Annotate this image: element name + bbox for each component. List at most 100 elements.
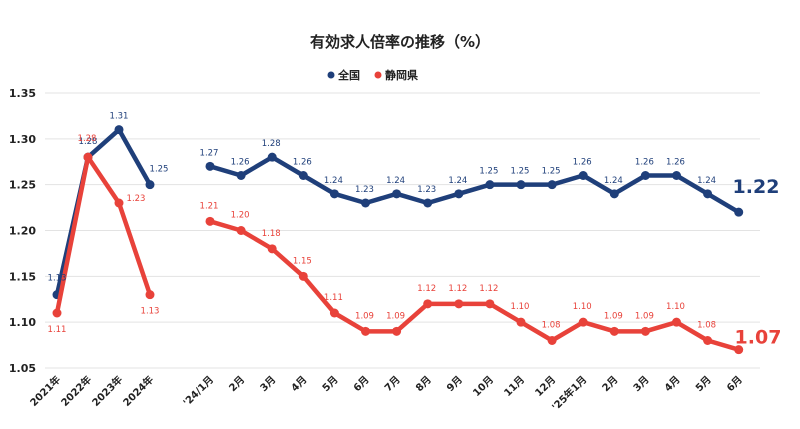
y-axis: 1.05 1.10 1.15 1.20 1.25 1.30 1.35 — [9, 87, 36, 375]
series-line-shizuoka-annual — [54, 154, 153, 316]
data-label: 1.11 — [48, 325, 67, 335]
data-point-national — [703, 189, 713, 199]
x-tick-label: 2024年 — [120, 373, 156, 409]
data-point-national — [485, 180, 495, 190]
data-point-shizuoka — [423, 299, 433, 309]
data-point-national — [236, 171, 246, 180]
end-label-shizuoka: 1.07 — [735, 327, 782, 349]
data-label: 1.26 — [231, 158, 250, 168]
legend: 全国 静岡県 — [327, 68, 418, 82]
x-tick-label: 9月 — [444, 374, 464, 394]
y-tick-label: 1.25 — [9, 179, 36, 192]
data-label: 1.18 — [262, 229, 281, 239]
x-tick-label: 7月 — [382, 374, 402, 394]
x-tick-label: 5月 — [693, 374, 713, 394]
x-tick-label: 8月 — [413, 374, 433, 394]
y-tick-label: 1.35 — [9, 87, 36, 100]
data-label: 1.08 — [542, 321, 561, 331]
data-label: 1.27 — [200, 148, 219, 158]
x-tick-label: 12月 — [533, 374, 558, 399]
data-label: 1.24 — [324, 176, 343, 186]
x-tick-label: 2月 — [600, 374, 620, 394]
end-label-national: 1.22 — [733, 176, 780, 198]
y-tick-label: 1.05 — [9, 362, 36, 375]
x-tick-label: 2021年 — [27, 373, 63, 409]
x-tick-label: 2022年 — [58, 373, 94, 409]
series-line-national-annual — [54, 127, 153, 297]
data-point-national — [516, 180, 526, 190]
data-point-national — [114, 125, 124, 135]
data-point-national — [423, 198, 433, 208]
legend-marker-national — [327, 71, 335, 79]
plot-area: 1.13 1.28 1.31 1.25 1.11 1.28 1.23 1.13 1.27 1.26… — [48, 112, 782, 355]
x-tick-label: 4月 — [662, 374, 682, 394]
data-point-national — [578, 171, 588, 180]
data-point-national — [454, 189, 464, 199]
data-label: 1.12 — [417, 284, 436, 294]
x-tick-label: 3月 — [631, 374, 651, 394]
data-point-shizuoka — [83, 152, 93, 162]
data-label: 1.25 — [511, 167, 530, 177]
data-point-shizuoka — [485, 299, 495, 309]
x-tick-label: 11月 — [502, 374, 527, 399]
data-label: 1.15 — [293, 256, 312, 266]
legend-marker-shizuoka — [374, 71, 382, 79]
data-label: 1.09 — [604, 311, 623, 321]
data-label: 1.23 — [417, 185, 436, 195]
data-label: 1.25 — [150, 165, 169, 175]
y-tick-label: 1.15 — [9, 270, 36, 283]
data-point-shizuoka — [145, 290, 155, 300]
x-tick-label: 10月 — [471, 374, 496, 399]
data-label: 1.25 — [479, 167, 498, 177]
data-label: 1.28 — [79, 137, 98, 147]
data-point-national — [205, 161, 215, 171]
data-label: 1.26 — [666, 158, 685, 168]
data-label: 1.10 — [666, 302, 685, 312]
data-point-shizuoka — [361, 326, 370, 336]
x-tick-label: 4月 — [289, 374, 309, 394]
data-label: 1.12 — [479, 284, 498, 294]
data-label: 1.11 — [324, 293, 343, 303]
data-point-shizuoka — [236, 226, 246, 235]
data-point-national — [547, 180, 557, 190]
data-label: 1.26 — [635, 158, 654, 168]
data-point-national — [609, 189, 619, 199]
data-label: 1.13 — [141, 307, 160, 317]
data-point-shizuoka — [516, 317, 526, 327]
chart-title: 有効求人倍率の推移（%） — [310, 33, 490, 51]
series-line-national-monthly — [207, 154, 741, 215]
data-point-national — [361, 198, 370, 208]
data-point-shizuoka — [734, 345, 744, 355]
series-line-shizuoka-monthly — [207, 219, 741, 352]
data-point-national — [672, 171, 681, 180]
data-label: 1.28 — [78, 134, 97, 144]
y-tick-label: 1.30 — [9, 133, 36, 146]
data-label: 1.26 — [573, 158, 592, 168]
data-label: 1.24 — [604, 176, 623, 186]
data-label: 1.26 — [293, 158, 312, 168]
data-label: 1.25 — [542, 167, 561, 177]
data-point-shizuoka — [392, 326, 402, 336]
data-label: 1.12 — [448, 284, 467, 294]
legend-label-national: 全国 — [337, 68, 360, 82]
data-point-shizuoka — [578, 317, 588, 327]
x-tick-label: 5月 — [320, 374, 340, 394]
data-point-shizuoka — [329, 308, 339, 318]
data-point-shizuoka — [640, 326, 650, 336]
data-point-shizuoka — [267, 244, 277, 254]
data-label: 1.31 — [110, 112, 129, 122]
data-label: 1.23 — [127, 194, 146, 204]
data-label: 1.13 — [48, 274, 67, 284]
data-point-shizuoka — [205, 216, 215, 226]
data-label: 1.09 — [635, 311, 654, 321]
data-label: 1.24 — [697, 176, 716, 186]
data-label: 1.10 — [511, 302, 530, 312]
data-point-national — [392, 189, 402, 199]
x-tick-label: 3月 — [258, 374, 278, 394]
data-label: 1.20 — [231, 211, 250, 221]
data-point-shizuoka — [703, 336, 713, 345]
data-point-national — [734, 207, 744, 217]
x-tick-label: 6月 — [724, 374, 744, 394]
